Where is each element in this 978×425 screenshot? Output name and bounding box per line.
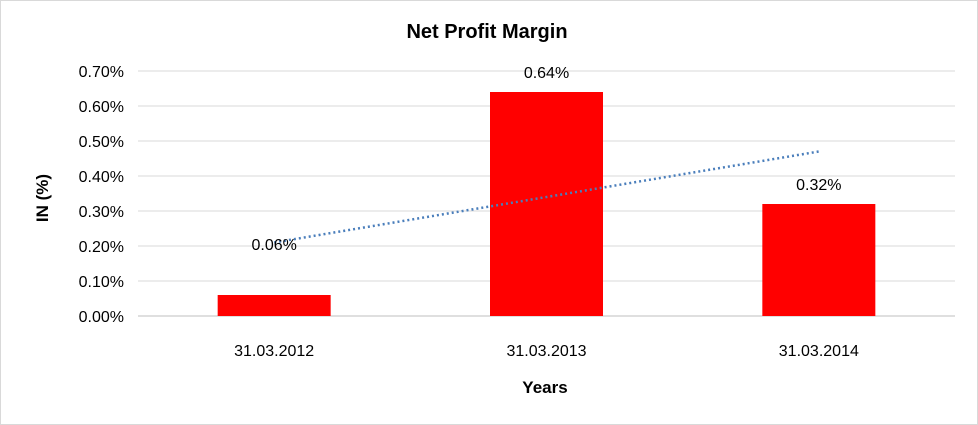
y-tick-label: 0.60% — [79, 99, 124, 116]
data-labels: 0.06% 0.64% 0.32% — [251, 65, 841, 254]
bar — [217, 295, 331, 316]
bar — [490, 92, 603, 316]
y-tick-label: 0.30% — [79, 204, 124, 221]
y-axis-title: IN (%) — [33, 174, 52, 222]
y-tick-label: 0.50% — [79, 134, 124, 151]
bars — [217, 92, 876, 316]
data-label: 0.06% — [251, 237, 296, 254]
trendline-group — [273, 150, 820, 244]
data-label: 0.32% — [796, 177, 841, 194]
bar — [762, 204, 876, 316]
data-label: 0.64% — [524, 65, 569, 82]
y-tick-label: 0.10% — [79, 274, 124, 291]
chart-title: Net Profit Margin — [406, 21, 567, 43]
x-axis-ticks: 31.03.2012 31.03.2013 31.03.2014 — [234, 343, 859, 360]
x-axis-title: Years — [522, 378, 567, 397]
x-tick-label: 31.03.2013 — [506, 343, 586, 360]
y-tick-label: 0.00% — [79, 309, 124, 326]
trendline — [273, 150, 820, 244]
y-tick-label: 0.40% — [79, 169, 124, 186]
y-tick-label: 0.20% — [79, 239, 124, 256]
y-axis-ticks: 0.00% 0.10% 0.20% 0.30% 0.40% 0.50% 0.60% 0.70% — [79, 64, 124, 326]
x-tick-label: 31.03.2014 — [779, 343, 859, 360]
x-tick-label: 31.03.2012 — [234, 343, 314, 360]
y-tick-label: 0.70% — [79, 64, 124, 81]
